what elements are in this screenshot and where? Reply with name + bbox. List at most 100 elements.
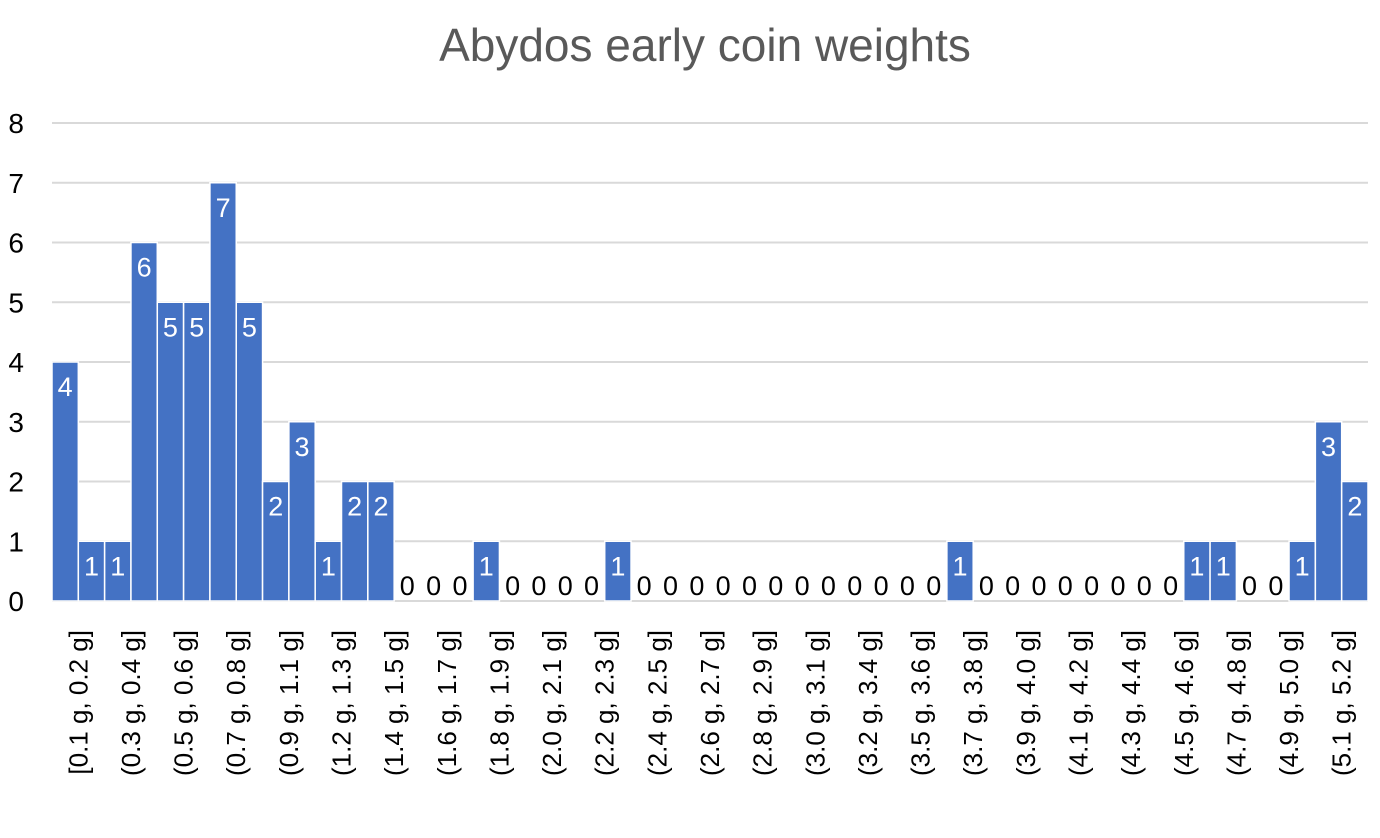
bars	[51, 182, 1369, 602]
bar	[1209, 540, 1238, 602]
x-tick-label: (4.9 g, 5.0 g]	[1274, 630, 1304, 776]
y-tick-label: 4	[8, 347, 24, 378]
x-tick-label: (0.9 g, 1.1 g]	[274, 630, 304, 776]
x-tick-label: [0.1 g, 0.2 g]	[63, 630, 93, 775]
bar	[51, 361, 80, 602]
data-label: 0	[689, 571, 704, 601]
data-label: 2	[373, 492, 388, 522]
x-axis-ticks: [0.1 g, 0.2 g] (0.3 g, 0.4 g] (0.5 g, 0.6 …	[63, 630, 1356, 776]
y-tick-label: 5	[8, 287, 24, 318]
data-label: 0	[637, 571, 652, 601]
data-label: 0	[1163, 571, 1178, 601]
x-tick-label: (0.7 g, 0.8 g]	[221, 630, 251, 776]
data-label: 0	[531, 571, 546, 601]
data-label: 0	[1005, 571, 1020, 601]
data-label: 7	[216, 193, 231, 223]
data-label: 0	[663, 571, 678, 601]
data-label: 0	[505, 571, 520, 601]
data-label: 0	[426, 571, 441, 601]
bar	[182, 301, 211, 602]
bar	[156, 301, 185, 602]
x-tick-label: (1.6 g, 1.7 g]	[432, 630, 462, 776]
x-tick-label: (0.3 g, 0.4 g]	[116, 630, 146, 776]
data-label: 1	[1295, 551, 1310, 581]
data-label: 0	[1084, 571, 1099, 601]
data-label: 0	[768, 571, 783, 601]
x-tick-label: (0.5 g, 0.6 g]	[169, 630, 199, 776]
data-label: 5	[242, 312, 257, 342]
bar	[209, 182, 237, 602]
data-label: 1	[610, 551, 625, 581]
data-label: 0	[926, 571, 941, 601]
bar	[603, 540, 632, 602]
data-label: 0	[1031, 571, 1046, 601]
bar	[77, 540, 106, 602]
x-tick-label: (5.1 g, 5.2 g]	[1327, 630, 1357, 776]
data-label: 0	[742, 571, 757, 601]
bar	[367, 480, 395, 602]
data-label: 1	[84, 551, 99, 581]
data-label: 2	[347, 492, 362, 522]
data-label: 0	[452, 571, 467, 601]
x-tick-label: (4.5 g, 4.6 g]	[1169, 630, 1199, 776]
data-label: 2	[1347, 492, 1362, 522]
bar	[288, 421, 316, 602]
data-label: 4	[58, 372, 73, 402]
data-label: 0	[1242, 571, 1257, 601]
x-tick-label: (3.0 g, 3.1 g]	[800, 630, 830, 776]
x-tick-label: (3.9 g, 4.0 g]	[1011, 630, 1041, 776]
data-label: 1	[479, 551, 494, 581]
data-label: 0	[716, 571, 731, 601]
x-tick-label: (3.5 g, 3.6 g]	[906, 630, 936, 776]
x-tick-label: (1.4 g, 1.5 g]	[379, 630, 409, 776]
bar	[103, 540, 132, 602]
bar	[946, 540, 974, 602]
y-tick-label: 8	[8, 108, 24, 139]
data-label: 0	[847, 571, 862, 601]
data-label: 0	[1137, 571, 1152, 601]
y-tick-label: 3	[8, 407, 24, 438]
data-label: 1	[1216, 551, 1231, 581]
data-label: 0	[979, 571, 994, 601]
bar	[130, 241, 159, 602]
y-axis-ticks: 0 1 2 3 4 5 6 7 8	[8, 108, 24, 617]
data-label: 1	[953, 551, 968, 581]
x-tick-label: (4.1 g, 4.2 g]	[1063, 630, 1093, 776]
x-tick-label: (2.2 g, 2.3 g]	[590, 630, 620, 776]
data-label: 5	[189, 312, 204, 342]
data-label: 3	[1321, 432, 1336, 462]
x-tick-label: (2.6 g, 2.7 g]	[695, 630, 725, 776]
data-label: 0	[584, 571, 599, 601]
data-label: 6	[137, 253, 152, 283]
y-tick-label: 0	[8, 586, 24, 617]
data-label: 0	[400, 571, 415, 601]
bar	[1288, 540, 1317, 602]
x-tick-label: (1.2 g, 1.3 g]	[327, 630, 357, 776]
bar	[340, 480, 369, 602]
x-tick-label: (1.8 g, 1.9 g]	[484, 630, 514, 776]
data-label: 0	[795, 571, 810, 601]
data-label: 1	[321, 551, 336, 581]
bar	[314, 540, 343, 602]
data-label: 0	[558, 571, 573, 601]
data-label: 0	[821, 571, 836, 601]
data-label: 0	[1110, 571, 1125, 601]
x-tick-label: (2.0 g, 2.1 g]	[537, 630, 567, 776]
x-tick-label: (4.7 g, 4.8 g]	[1221, 630, 1251, 776]
x-tick-label: (2.8 g, 2.9 g]	[748, 630, 778, 776]
data-label: 3	[295, 432, 310, 462]
bar	[1340, 480, 1369, 602]
y-tick-label: 6	[8, 228, 24, 259]
data-label: 5	[163, 312, 178, 342]
y-tick-label: 7	[8, 168, 24, 199]
data-label: 1	[110, 551, 125, 581]
data-label: 0	[1268, 571, 1283, 601]
x-tick-label: (3.7 g, 3.8 g]	[958, 630, 988, 776]
x-tick-label: (3.2 g, 3.4 g]	[853, 630, 883, 776]
data-label: 2	[268, 492, 283, 522]
data-label: 0	[874, 571, 889, 601]
chart-title: Abydos early coin weights	[439, 19, 971, 71]
x-tick-label: (4.3 g, 4.4 g]	[1116, 630, 1146, 776]
